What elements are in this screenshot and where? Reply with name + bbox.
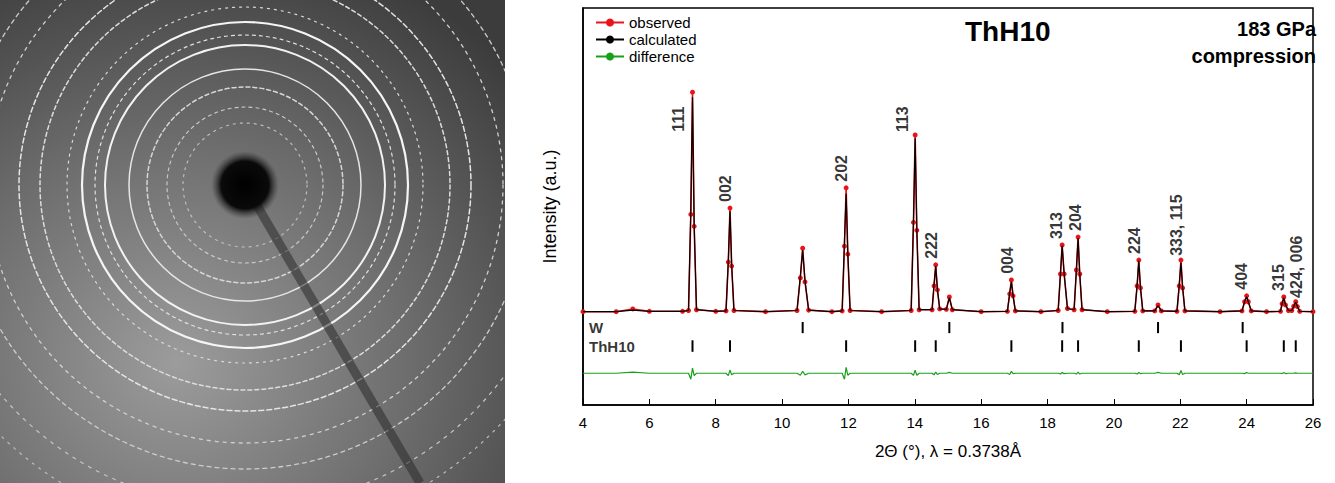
svg-text:002: 002 xyxy=(717,175,734,202)
svg-text:4: 4 xyxy=(579,414,587,431)
svg-text:22: 22 xyxy=(1172,414,1189,431)
svg-text:8: 8 xyxy=(712,414,720,431)
svg-text:20: 20 xyxy=(1106,414,1123,431)
svg-text:202: 202 xyxy=(833,155,850,182)
svg-text:6: 6 xyxy=(645,414,653,431)
svg-text:12: 12 xyxy=(840,414,857,431)
svg-text:004: 004 xyxy=(999,247,1016,274)
svg-text:113: 113 xyxy=(894,106,911,132)
svg-text:Intensity (a.u.): Intensity (a.u.) xyxy=(540,149,560,263)
svg-text:10: 10 xyxy=(774,414,791,431)
svg-text:313: 313 xyxy=(1048,212,1065,239)
svg-text:26: 26 xyxy=(1305,414,1322,431)
svg-text:204: 204 xyxy=(1067,204,1084,231)
svg-text:222: 222 xyxy=(923,232,940,259)
svg-text:14: 14 xyxy=(906,414,923,431)
svg-text:24: 24 xyxy=(1238,414,1255,431)
svg-text:2Θ (°), λ = 0.3738Å: 2Θ (°), λ = 0.3738Å xyxy=(875,442,1022,461)
svg-text:calculated: calculated xyxy=(629,31,697,48)
svg-text:315: 315 xyxy=(1270,264,1287,291)
svg-text:18: 18 xyxy=(1039,414,1056,431)
svg-text:333, 115: 333, 115 xyxy=(1168,194,1185,256)
svg-text:W: W xyxy=(589,319,604,336)
svg-text:difference: difference xyxy=(629,48,695,65)
svg-text:404: 404 xyxy=(1233,263,1250,290)
svg-text:observed: observed xyxy=(629,14,691,31)
svg-text:16: 16 xyxy=(973,414,990,431)
svg-text:224: 224 xyxy=(1126,227,1143,254)
svg-text:ThH10: ThH10 xyxy=(589,338,635,355)
svg-text:111: 111 xyxy=(670,107,687,132)
svg-text:183 GPa: 183 GPa xyxy=(1237,18,1317,40)
svg-text:ThH10: ThH10 xyxy=(965,16,1051,47)
svg-text:compression: compression xyxy=(1192,45,1316,67)
svg-text:424, 006: 424, 006 xyxy=(1288,236,1305,298)
